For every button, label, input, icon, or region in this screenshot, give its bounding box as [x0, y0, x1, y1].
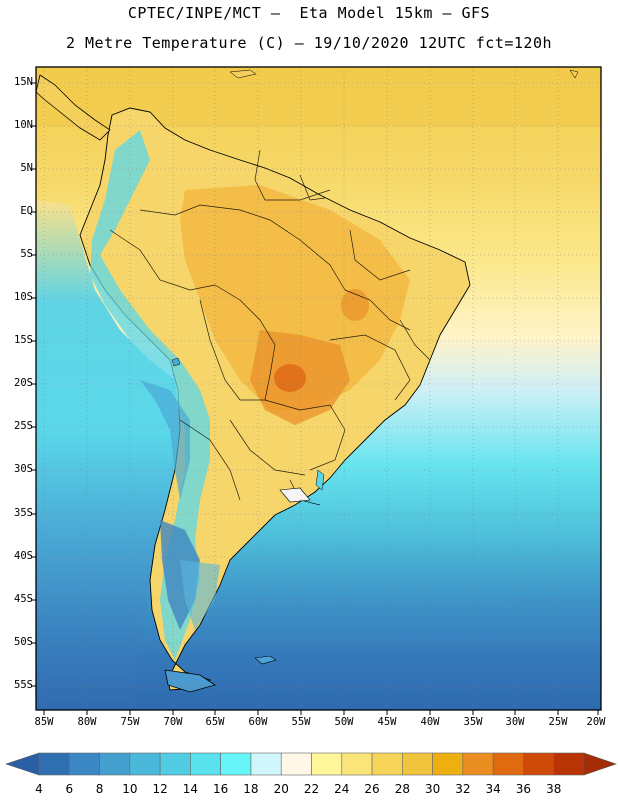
temperature-map — [31, 66, 602, 715]
lat-label: 55S — [14, 679, 33, 691]
lat-label: 35S — [14, 507, 33, 519]
colorbar-swatch — [371, 752, 403, 776]
pacific-ocean-field — [36, 200, 180, 710]
colorbar-swatch — [462, 752, 494, 776]
colorbar-swatch — [68, 752, 100, 776]
andes-cold-band — [90, 130, 210, 660]
colorbar-label: 22 — [303, 782, 320, 796]
lon-label: 30W — [505, 716, 525, 728]
map-frame — [35, 66, 602, 711]
colorbar-swatch — [523, 752, 555, 776]
colorbar-swatch — [99, 752, 131, 776]
colorbar-swatch — [432, 752, 464, 776]
lon-label: 60W — [248, 716, 268, 728]
lon-label: 20W — [586, 716, 606, 728]
colorbar-label: 24 — [334, 782, 350, 796]
colorbar-label: 20 — [273, 782, 289, 796]
colorbar-label: 10 — [122, 782, 138, 796]
lon-label: 35W — [463, 716, 483, 728]
lon-label: 70W — [163, 716, 183, 728]
lon-label: 45W — [377, 716, 397, 728]
colorbar-label: 8 — [95, 782, 104, 796]
colorbar — [5, 752, 617, 776]
lon-label: 75W — [120, 716, 140, 728]
colorbar-label: 32 — [455, 782, 471, 796]
colorbar-swatch — [311, 752, 343, 776]
lat-label: 5N — [20, 162, 33, 174]
lon-label: 25W — [548, 716, 568, 728]
colorbar-swatch — [220, 752, 252, 776]
colorbar-label: 14 — [182, 782, 199, 796]
lon-label: 65W — [205, 716, 225, 728]
colorbar-label: 38 — [546, 782, 562, 796]
colorbar-swatch — [492, 752, 524, 776]
colorbar-swatch — [341, 752, 373, 776]
colorbar-swatch — [280, 752, 312, 776]
lon-label: 40W — [420, 716, 440, 728]
colorbar-label: 4 — [35, 782, 43, 796]
colorbar-swatch — [250, 752, 282, 776]
lon-label: 85W — [34, 716, 54, 728]
colorbar-swatch — [553, 752, 585, 776]
colorbar-arrow-low — [5, 752, 40, 776]
colorbar-label: 26 — [364, 782, 380, 796]
lon-label: 55W — [291, 716, 311, 728]
colorbar-label: 16 — [213, 782, 229, 796]
lat-label: 15N — [14, 76, 33, 88]
lat-label: 10S — [14, 291, 33, 303]
title-line-1: CPTEC/INPE/MCT – Eta Model 15km – GFS — [127, 4, 491, 22]
colorbar-swatch — [402, 752, 433, 776]
colorbar-swatch — [190, 752, 221, 776]
lat-label: 30S — [14, 463, 33, 475]
colorbar-label: 6 — [65, 782, 74, 796]
lon-label: 80W — [77, 716, 97, 728]
lat-label: 50S — [14, 636, 33, 648]
colorbar-label: 36 — [515, 782, 532, 796]
lat-label: 15S — [14, 334, 33, 346]
lat-label: 45S — [14, 593, 33, 605]
lat-label: 40S — [14, 550, 33, 562]
lat-label: 25S — [14, 420, 33, 432]
colorbar-swatch — [129, 752, 161, 776]
colorbar-swatch — [38, 752, 70, 776]
lon-label: 50W — [334, 716, 354, 728]
colorbar-label: 12 — [152, 782, 168, 796]
colorbar-swatch — [159, 752, 191, 776]
colorbar-label: 34 — [485, 782, 501, 796]
lat-label: 20S — [14, 377, 33, 389]
lat-label: 10N — [14, 119, 33, 131]
colorbar-label: 18 — [243, 782, 259, 796]
lat-label: EQ — [20, 205, 33, 217]
title-line-2: 2 Metre Temperature (C) – 19/10/2020 12U… — [65, 34, 553, 52]
colorbar-label: 30 — [424, 782, 441, 796]
colorbar-arrow-high — [583, 752, 617, 776]
colorbar-label: 28 — [394, 782, 410, 796]
lat-label: 5S — [20, 248, 33, 260]
